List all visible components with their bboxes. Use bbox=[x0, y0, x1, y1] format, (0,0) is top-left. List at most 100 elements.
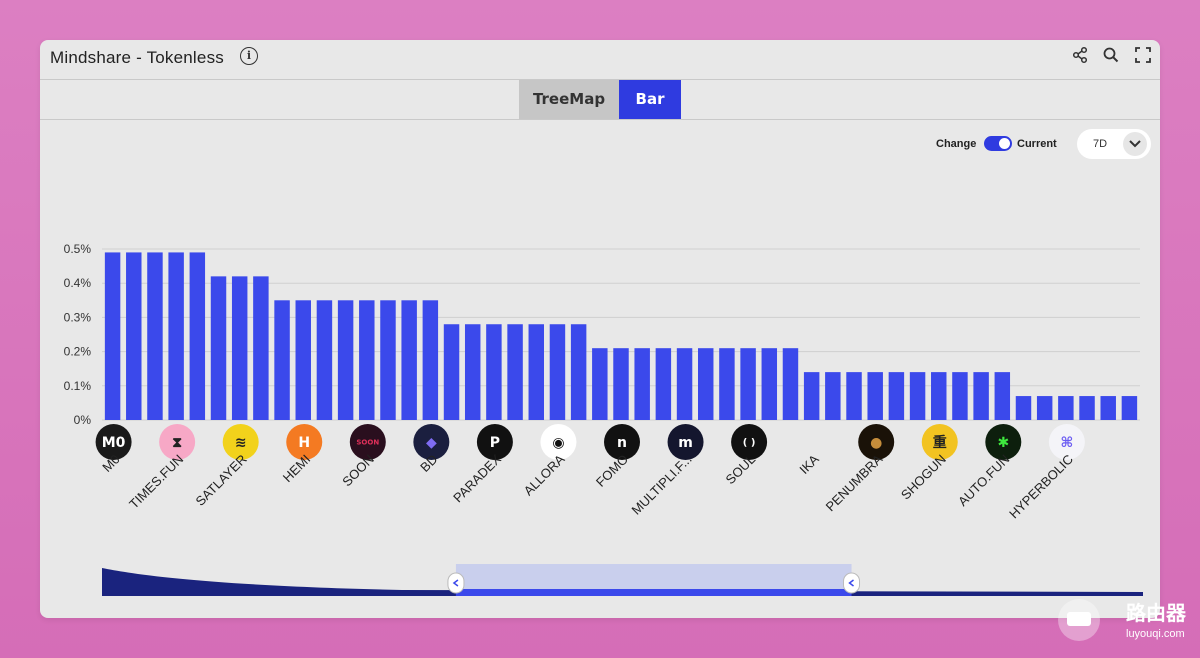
bd-logo bbox=[413, 424, 450, 460]
fomo-logo bbox=[604, 424, 640, 460]
bar bbox=[803, 372, 820, 420]
bar bbox=[613, 348, 629, 420]
soul-logo-glyph: ( ) bbox=[743, 438, 756, 449]
bar bbox=[888, 372, 905, 420]
bar bbox=[126, 252, 142, 420]
bar bbox=[507, 324, 523, 420]
bar bbox=[719, 348, 735, 420]
bar bbox=[782, 348, 799, 420]
bar bbox=[909, 372, 926, 420]
watermark-brand: 路由器 bbox=[1126, 603, 1186, 625]
penumbra-logo bbox=[858, 424, 895, 460]
times-fun-logo bbox=[159, 424, 196, 460]
category-label: HYPERBOLIC bbox=[1006, 452, 1076, 522]
category-label: IKA bbox=[796, 451, 822, 477]
bar bbox=[231, 276, 248, 420]
m0-logo-glyph: M0 bbox=[102, 435, 126, 451]
bar bbox=[846, 372, 862, 420]
tab-treemap[interactable]: TreeMap bbox=[519, 80, 619, 119]
bar bbox=[676, 348, 693, 420]
soon-logo bbox=[349, 424, 386, 460]
bar bbox=[931, 372, 947, 420]
bd-logo-glyph: ◆ bbox=[426, 435, 437, 451]
y-tick-label: 0.3% bbox=[64, 310, 92, 324]
multipli-logo bbox=[667, 424, 704, 460]
bar bbox=[867, 372, 883, 420]
bar bbox=[655, 348, 672, 420]
bar bbox=[443, 324, 460, 420]
bar bbox=[274, 300, 290, 420]
switch-knob bbox=[999, 138, 1010, 149]
change-current-switch[interactable] bbox=[984, 136, 1012, 151]
mindshare-card: Mindshare - Tokenless i TreeMap Bar Chan… bbox=[40, 40, 1160, 618]
router-logo-icon bbox=[1058, 599, 1100, 641]
card-title: Mindshare - Tokenless bbox=[50, 48, 224, 67]
bar bbox=[464, 324, 481, 420]
change-label: Change bbox=[936, 138, 977, 150]
share-icon[interactable] bbox=[1071, 46, 1089, 64]
search-icon[interactable] bbox=[1102, 46, 1120, 64]
bar bbox=[1036, 396, 1053, 420]
bar bbox=[359, 300, 375, 420]
category-label: SOON bbox=[339, 452, 377, 490]
allora-logo-glyph: ◉ bbox=[552, 435, 564, 451]
bar-chart: 0% 0.1% 0.2% 0.3% 0.4% 0.5% M0 ⧗ ≋ H SOON ◆ P ◉ n m ( ) ●… bbox=[64, 242, 1143, 596]
brush-handle-left[interactable] bbox=[447, 572, 465, 594]
bar bbox=[189, 252, 206, 420]
brush-handle-right[interactable] bbox=[843, 572, 861, 594]
bar bbox=[1100, 396, 1116, 420]
bar bbox=[486, 324, 502, 420]
chevron-left-icon bbox=[452, 579, 459, 587]
period-select[interactable]: 7D bbox=[1077, 129, 1151, 159]
paradex-logo-glyph: P bbox=[490, 435, 500, 451]
penumbra-logo-glyph: ● bbox=[870, 435, 882, 451]
category-label: PENUMBRA bbox=[823, 451, 886, 514]
satlayer-logo bbox=[222, 424, 259, 460]
bar bbox=[147, 252, 163, 420]
bar bbox=[337, 300, 354, 420]
overview-area bbox=[102, 568, 1143, 596]
paradex-logo bbox=[476, 424, 513, 460]
card-header: Mindshare - Tokenless i bbox=[40, 40, 1160, 80]
bar bbox=[210, 276, 227, 420]
current-label: Current bbox=[1017, 138, 1057, 150]
bar bbox=[295, 300, 311, 420]
category-label: TIMES.FUN bbox=[126, 452, 186, 512]
bar bbox=[1015, 396, 1032, 420]
bar bbox=[104, 252, 121, 420]
period-value: 7D bbox=[1093, 138, 1108, 150]
fullscreen-icon[interactable] bbox=[1134, 46, 1152, 64]
bar bbox=[698, 348, 714, 420]
bar bbox=[570, 324, 587, 420]
soul-logo bbox=[731, 424, 768, 460]
category-label: PARADEX bbox=[450, 451, 504, 505]
hemi-logo-glyph: H bbox=[298, 435, 310, 451]
category-label: MULTIPLI.F... bbox=[629, 452, 695, 518]
bar bbox=[380, 300, 396, 420]
y-tick-label: 0.1% bbox=[64, 379, 92, 393]
y-tick-label: 0.4% bbox=[64, 276, 92, 290]
category-label: FOMO bbox=[593, 452, 631, 490]
y-tick-label: 0.5% bbox=[64, 242, 92, 256]
tab-bar[interactable]: Bar bbox=[619, 80, 681, 119]
bar bbox=[1121, 396, 1138, 420]
y-tick-label: 0% bbox=[74, 413, 92, 427]
info-icon[interactable]: i bbox=[240, 47, 258, 65]
bar bbox=[253, 276, 269, 420]
auto-fun-logo bbox=[985, 424, 1022, 460]
category-label: SHOGUN bbox=[898, 452, 949, 503]
brush-selected-strip bbox=[455, 589, 852, 596]
bar bbox=[592, 348, 608, 420]
bar bbox=[422, 300, 439, 420]
bar bbox=[1058, 396, 1074, 420]
category-label: SATLAYER bbox=[193, 452, 250, 509]
bar bbox=[634, 348, 650, 420]
chevron-down-icon[interactable] bbox=[1123, 132, 1147, 156]
hyperbolic-logo-glyph: ⌘ bbox=[1060, 435, 1073, 451]
bar bbox=[316, 300, 333, 420]
allora-logo bbox=[540, 424, 577, 460]
multipli-logo-glyph: m bbox=[678, 435, 693, 451]
category-label: AUTO.FUN bbox=[955, 452, 1012, 509]
category-label: ALLORA bbox=[521, 451, 568, 498]
bar bbox=[761, 348, 778, 420]
